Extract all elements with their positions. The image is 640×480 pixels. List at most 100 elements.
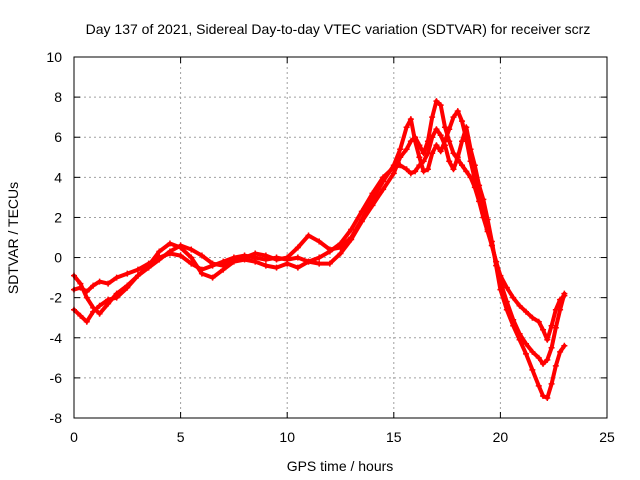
data-point-marker [380, 178, 387, 185]
data-point-marker [124, 270, 131, 277]
data-point-marker [188, 246, 195, 253]
data-point-marker [262, 262, 269, 269]
data-point-marker [316, 260, 323, 267]
data-point-marker [561, 342, 568, 349]
data-point-marker [177, 242, 184, 249]
data-point-marker [450, 114, 457, 121]
data-point-marker [463, 168, 470, 175]
x-tick-label: 0 [70, 429, 78, 445]
data-point-marker [145, 264, 152, 271]
data-point-marker [441, 138, 448, 145]
data-point-marker [437, 102, 444, 109]
data-point-marker [420, 168, 427, 175]
data-point-marker [348, 226, 355, 233]
data-point-marker [480, 210, 487, 217]
data-point-marker [90, 304, 97, 311]
data-point-marker [198, 270, 205, 277]
data-point-marker [561, 290, 568, 297]
data-point-marker [105, 280, 112, 287]
data-point-marker [535, 318, 542, 325]
data-point-marker [316, 238, 323, 245]
data-point-marker [403, 146, 410, 153]
data-point-marker [305, 232, 312, 239]
data-point-marker [450, 150, 457, 157]
data-point-marker [316, 254, 323, 261]
data-point-marker [429, 150, 436, 157]
data-point-marker [429, 114, 436, 121]
data-point-marker [397, 146, 404, 153]
data-point-marker [241, 254, 248, 261]
data-point-marker [548, 380, 555, 387]
data-point-marker [446, 158, 453, 165]
data-point-marker [348, 234, 355, 241]
data-point-marker [284, 254, 291, 261]
data-point-marker [540, 326, 547, 333]
series-track-c [71, 108, 568, 367]
data-point-marker [412, 168, 419, 175]
data-point-marker [522, 308, 529, 315]
data-point-marker [529, 366, 536, 373]
data-point-marker [433, 98, 440, 105]
data-point-marker [424, 166, 431, 173]
y-tick-label: 2 [54, 209, 62, 225]
data-point-marker [252, 250, 259, 257]
data-point-marker [516, 330, 523, 337]
data-point-marker [503, 284, 510, 291]
data-point-marker [397, 162, 404, 169]
data-point-marker [544, 356, 551, 363]
data-point-marker [96, 310, 103, 317]
data-point-marker [459, 118, 466, 125]
y-axis-ticks: -8 -6 -4 -2 0 2 4 6 8 10 [46, 49, 607, 426]
data-point-marker [446, 126, 453, 133]
data-point-marker [326, 260, 333, 267]
x-tick-label: 25 [599, 429, 615, 445]
data-point-marker [510, 316, 517, 323]
y-tick-label: -6 [50, 370, 63, 386]
data-point-marker [105, 300, 112, 307]
data-point-marker [403, 124, 410, 131]
data-point-marker [305, 258, 312, 265]
data-point-marker [497, 278, 504, 285]
data-point-marker [156, 248, 163, 255]
data-point-marker [113, 274, 120, 281]
data-point-marker [209, 274, 216, 281]
x-tick-label: 15 [386, 429, 402, 445]
data-point-marker [412, 138, 419, 145]
data-point-marker [454, 154, 461, 161]
data-point-marker [503, 298, 510, 305]
data-point-marker [433, 142, 440, 149]
y-axis-label: SDTVAR / TECUs [5, 182, 21, 294]
data-point-marker [294, 264, 301, 271]
data-point-marker [437, 132, 444, 139]
data-point-marker [198, 252, 205, 259]
data-point-marker [380, 186, 387, 193]
plot-frame [73, 56, 608, 419]
series-trace [72, 109, 567, 366]
data-point-marker [77, 312, 84, 319]
data-point-marker [476, 194, 483, 201]
data-point-marker [429, 134, 436, 141]
series-track-a [71, 98, 568, 343]
data-point-marker [535, 382, 542, 389]
y-tick-label: 0 [54, 250, 62, 266]
data-point-marker [416, 154, 423, 161]
data-point-marker [337, 244, 344, 251]
data-point-marker [390, 162, 397, 169]
data-point-marker [484, 226, 491, 233]
data-point-marker [166, 248, 173, 255]
data-point-marker [552, 362, 559, 369]
data-point-marker [552, 324, 559, 331]
x-tick-label: 20 [493, 429, 509, 445]
data-point-marker [529, 314, 536, 321]
data-point-marker [177, 252, 184, 259]
data-point-marker [220, 262, 227, 269]
data-point-marker [124, 282, 131, 289]
data-point-marker [488, 242, 495, 249]
data-point-marker [358, 216, 365, 223]
data-point-marker [463, 136, 470, 143]
data-point-marker [516, 302, 523, 309]
data-point-marker [262, 252, 269, 259]
data-point-marker [369, 196, 376, 203]
data-point-marker [273, 264, 280, 271]
data-point-marker [134, 272, 141, 279]
